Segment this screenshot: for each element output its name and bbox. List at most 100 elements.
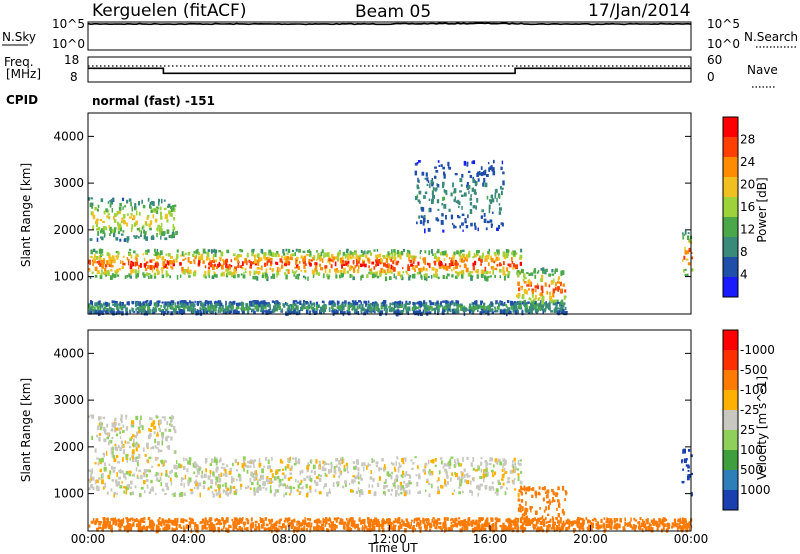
heatmap-cell bbox=[337, 483, 340, 486]
heatmap-cell bbox=[104, 301, 107, 306]
heatmap-cell bbox=[486, 174, 489, 177]
heatmap-cell bbox=[459, 249, 463, 254]
heatmap-cell bbox=[540, 278, 543, 282]
heatmap-cell bbox=[382, 519, 385, 524]
heatmap-cell bbox=[521, 310, 524, 316]
heatmap-cell bbox=[196, 468, 199, 471]
heatmap-cell bbox=[318, 474, 321, 477]
heatmap-cell bbox=[353, 520, 356, 525]
heatmap-cell bbox=[451, 300, 454, 304]
heatmap-cell bbox=[361, 304, 364, 309]
heatmap-cell bbox=[425, 489, 427, 492]
heatmap-cell bbox=[540, 268, 544, 271]
heatmap-cell bbox=[100, 259, 103, 265]
heatmap-cell bbox=[408, 254, 411, 259]
heatmap-cell bbox=[263, 465, 266, 468]
heatmap-cell bbox=[230, 272, 233, 278]
heatmap-cell bbox=[491, 523, 493, 528]
heatmap-cell bbox=[605, 528, 607, 532]
heatmap-cell bbox=[140, 230, 142, 234]
heatmap-cell bbox=[371, 525, 374, 531]
heatmap-cell bbox=[451, 261, 454, 266]
heatmap-cell bbox=[241, 463, 245, 469]
heatmap-cell bbox=[99, 263, 102, 267]
heatmap-cell bbox=[148, 306, 151, 309]
heatmap-cell bbox=[577, 525, 581, 528]
heatmap-cell bbox=[442, 166, 445, 170]
heatmap-cell bbox=[160, 522, 163, 527]
heatmap-cell bbox=[97, 416, 101, 421]
heatmap-cell bbox=[308, 475, 311, 479]
heatmap-cell bbox=[419, 520, 422, 525]
heatmap-cell bbox=[445, 276, 448, 280]
heatmap-cell bbox=[445, 469, 448, 475]
heatmap-cell bbox=[624, 522, 628, 526]
heatmap-cell bbox=[413, 257, 416, 262]
heatmap-cell bbox=[167, 525, 171, 528]
heatmap-cell bbox=[510, 305, 513, 310]
heatmap-cell bbox=[111, 453, 113, 458]
heatmap-cell bbox=[535, 491, 538, 497]
heatmap-cell bbox=[400, 250, 403, 255]
heatmap-cell bbox=[384, 304, 388, 308]
heatmap-cell bbox=[246, 260, 248, 266]
heatmap-cell bbox=[139, 211, 141, 216]
heatmap-cell bbox=[552, 292, 555, 298]
heatmap-cell bbox=[159, 521, 162, 526]
heatmap-cell bbox=[254, 528, 257, 531]
heatmap-cell bbox=[341, 456, 344, 460]
heatmap-cell bbox=[454, 173, 458, 176]
heatmap-cell bbox=[450, 524, 452, 530]
heatmap-cell bbox=[683, 448, 686, 454]
heatmap-cell bbox=[182, 300, 186, 305]
heatmap-cell bbox=[154, 276, 157, 279]
heatmap-cell bbox=[300, 479, 303, 484]
heatmap-cell bbox=[494, 491, 497, 494]
heatmap-cell bbox=[607, 518, 609, 523]
heatmap-cell bbox=[347, 305, 351, 308]
heatmap-cell bbox=[406, 272, 408, 275]
heatmap-cell bbox=[423, 217, 426, 223]
heatmap-cell bbox=[370, 470, 373, 474]
heatmap-cell bbox=[170, 477, 172, 482]
heatmap-cell bbox=[232, 253, 236, 257]
heatmap-cell bbox=[488, 305, 490, 311]
heatmap-cell bbox=[134, 262, 137, 266]
heatmap-cell bbox=[218, 490, 221, 495]
heatmap-cell bbox=[523, 303, 526, 306]
heatmap-cell bbox=[558, 301, 561, 307]
heatmap-cell bbox=[497, 479, 500, 484]
heatmap-cell bbox=[434, 253, 437, 258]
heatmap-cell bbox=[437, 160, 440, 163]
heatmap-cell bbox=[344, 300, 347, 305]
heatmap-cell bbox=[251, 249, 253, 253]
heatmap-cell bbox=[136, 476, 140, 480]
heatmap-cell bbox=[565, 491, 568, 495]
heatmap-cell bbox=[499, 461, 503, 466]
heatmap-cell bbox=[139, 264, 142, 267]
heatmap-cell bbox=[482, 252, 484, 257]
heatmap-cell bbox=[434, 458, 437, 462]
heatmap-cell bbox=[147, 434, 151, 440]
heatmap-cell bbox=[320, 309, 322, 313]
heatmap-cell bbox=[88, 469, 91, 472]
heatmap-cell bbox=[418, 473, 421, 478]
heatmap-cell bbox=[356, 305, 359, 309]
heatmap-cell bbox=[443, 204, 447, 209]
heatmap-cell bbox=[512, 480, 515, 485]
heatmap-cell bbox=[408, 474, 412, 479]
heatmap-cell bbox=[176, 275, 179, 280]
heatmap-cell bbox=[246, 252, 249, 258]
heatmap-cell bbox=[424, 462, 428, 466]
heatmap-cell bbox=[335, 310, 339, 315]
heatmap-cell bbox=[310, 459, 313, 462]
heatmap-cell bbox=[330, 301, 333, 305]
heatmap-cell bbox=[166, 421, 169, 425]
heatmap-cell bbox=[418, 271, 422, 275]
heatmap-cell bbox=[284, 466, 287, 471]
heatmap-cell bbox=[552, 497, 554, 502]
heatmap-cell bbox=[195, 310, 198, 316]
heatmap-cell bbox=[363, 311, 367, 316]
heatmap-cell bbox=[174, 517, 177, 521]
heatmap-cell bbox=[234, 257, 236, 261]
